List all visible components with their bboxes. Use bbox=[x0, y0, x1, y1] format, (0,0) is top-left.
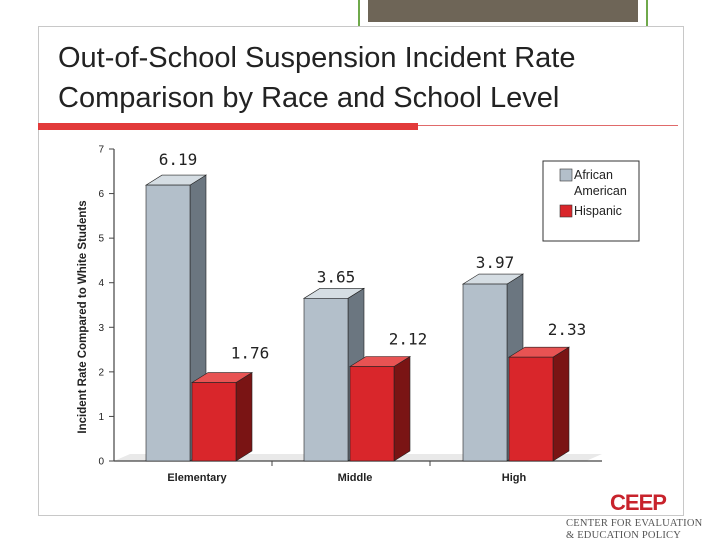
y-tick-label: 2 bbox=[98, 367, 104, 378]
title-underline-accent bbox=[38, 123, 418, 130]
y-tick-label: 3 bbox=[98, 323, 104, 334]
y-tick-label: 1 bbox=[98, 412, 104, 423]
y-tick-label: 6 bbox=[98, 189, 104, 200]
bar-elementary-s0 bbox=[145, 184, 191, 462]
ceep-logo-mark-icon: CEEP bbox=[598, 490, 678, 514]
bar-elementary-s1 bbox=[191, 382, 237, 462]
x-tick-label-middle: Middle bbox=[338, 472, 373, 484]
ceep-logo-mark: CEEP bbox=[610, 490, 666, 514]
legend-swatch-0 bbox=[559, 168, 573, 182]
legend-label-0-1: American bbox=[574, 184, 627, 198]
legend-label-1-0: Hispanic bbox=[574, 204, 622, 218]
y-tick-label: 4 bbox=[98, 278, 104, 289]
y-tick-label: 0 bbox=[98, 457, 104, 468]
logo-line-2: & EDUCATION POLICY bbox=[566, 530, 682, 541]
bar-chart: 0 1 2 3 4 5 6 7 Incident Rate Compared to White … bbox=[77, 145, 640, 484]
title-line-2: Comparison by Race and School Level bbox=[58, 82, 560, 114]
legend-box bbox=[542, 160, 640, 242]
chart-area: 0 1 2 3 4 5 6 7 Incident Rate Compared to White … bbox=[72, 136, 664, 490]
bar-high-s0 bbox=[462, 283, 508, 462]
x-tick-label-elementary: Elementary bbox=[167, 472, 227, 484]
y-tick-label: 7 bbox=[98, 145, 104, 156]
bar-high-s1 bbox=[508, 356, 554, 462]
bar-middle-s1 bbox=[349, 366, 395, 462]
data-label-middle-s0: 3.65 bbox=[317, 267, 356, 286]
ceep-logo: CEEP CENTER FOR EVALUATION & EDUCATION P… bbox=[566, 488, 703, 541]
logo-line-1: CENTER FOR EVALUATION bbox=[566, 518, 703, 529]
title-underline-thin bbox=[418, 125, 678, 126]
bar-side-middle-s1 bbox=[393, 355, 411, 462]
data-label-middle-s1: 2.12 bbox=[389, 330, 428, 349]
title-line-1: Out-of-School Suspension Incident Rate bbox=[58, 42, 576, 74]
data-label-high-s0: 3.97 bbox=[476, 253, 515, 272]
bar-side-elementary-s1 bbox=[235, 372, 253, 462]
data-label-elementary-s0: 6.19 bbox=[159, 150, 198, 169]
slide-title: Out-of-School Suspension Incident Rate C… bbox=[58, 38, 678, 118]
data-label-elementary-s1: 1.76 bbox=[231, 344, 270, 363]
top-tab-fill bbox=[368, 0, 638, 22]
legend-swatch-1 bbox=[559, 204, 573, 218]
bar-side-high-s1 bbox=[552, 346, 570, 462]
x-tick-label-high: High bbox=[502, 472, 527, 484]
legend-label-0-0: African bbox=[574, 168, 613, 182]
y-axis-title: Incident Rate Compared to White Students bbox=[77, 200, 89, 433]
y-tick-label: 5 bbox=[98, 234, 104, 245]
top-decorative-tab bbox=[358, 0, 648, 28]
bar-middle-s0 bbox=[303, 298, 349, 462]
data-label-high-s1: 2.33 bbox=[548, 320, 587, 339]
